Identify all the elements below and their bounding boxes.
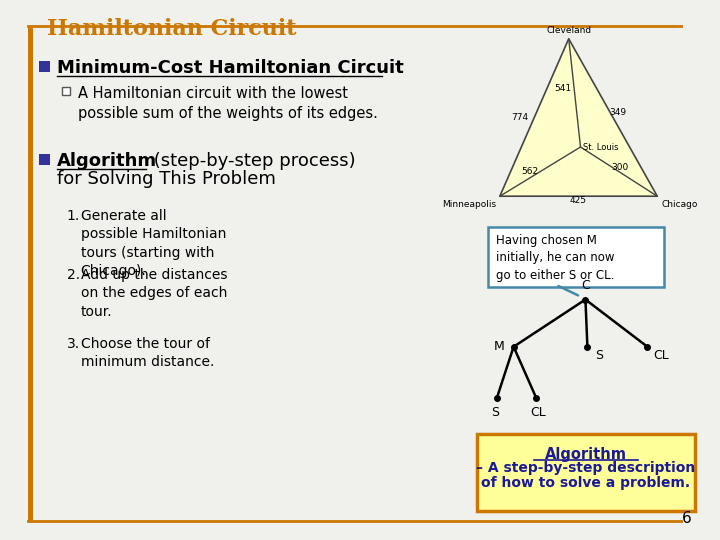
FancyBboxPatch shape xyxy=(40,154,50,165)
Text: 1.: 1. xyxy=(67,209,80,223)
Text: CL: CL xyxy=(653,349,669,362)
Polygon shape xyxy=(500,39,657,196)
Text: Generate all
possible Hamiltonian
tours (starting with
Chicago).: Generate all possible Hamiltonian tours … xyxy=(81,209,226,278)
Text: 300: 300 xyxy=(611,163,629,172)
Text: Chicago: Chicago xyxy=(661,200,698,209)
Text: A Hamiltonian circuit with the lowest
possible sum of the weights of its edges.: A Hamiltonian circuit with the lowest po… xyxy=(78,86,377,121)
Text: 562: 562 xyxy=(521,166,538,176)
Text: – A step-by-step description: – A step-by-step description xyxy=(476,461,695,475)
Text: CL: CL xyxy=(531,406,546,419)
Text: Hamiltonian Circuit: Hamiltonian Circuit xyxy=(48,18,297,40)
Text: M: M xyxy=(494,340,505,353)
Text: S: S xyxy=(595,349,603,362)
Text: Algorithm: Algorithm xyxy=(57,152,157,170)
Text: S: S xyxy=(491,406,499,419)
Text: 774: 774 xyxy=(511,113,528,123)
Text: 6: 6 xyxy=(682,511,692,526)
FancyBboxPatch shape xyxy=(27,26,33,521)
Text: C: C xyxy=(581,279,590,292)
FancyBboxPatch shape xyxy=(477,434,695,511)
Text: 541: 541 xyxy=(554,84,572,93)
Text: Cleveland: Cleveland xyxy=(546,26,591,35)
Text: 425: 425 xyxy=(570,196,587,205)
FancyBboxPatch shape xyxy=(0,4,708,536)
Text: Having chosen M
initially, he can now
go to either S or CL.: Having chosen M initially, he can now go… xyxy=(496,234,614,281)
FancyBboxPatch shape xyxy=(488,227,664,287)
Text: Minneapolis: Minneapolis xyxy=(442,200,496,209)
Text: of how to solve a problem.: of how to solve a problem. xyxy=(481,476,690,490)
FancyBboxPatch shape xyxy=(62,87,70,95)
Text: Choose the tour of
minimum distance.: Choose the tour of minimum distance. xyxy=(81,337,214,369)
Text: Algorithm: Algorithm xyxy=(544,447,626,462)
FancyBboxPatch shape xyxy=(40,62,50,72)
Text: for Solving This Problem: for Solving This Problem xyxy=(57,170,276,187)
Text: Minimum-Cost Hamiltonian Circuit: Minimum-Cost Hamiltonian Circuit xyxy=(57,59,404,77)
Text: (step-by-step process): (step-by-step process) xyxy=(148,152,355,170)
Text: 2.: 2. xyxy=(67,268,80,282)
Text: St. Louis: St. Louis xyxy=(583,143,619,152)
Text: Add up the distances
on the edges of each
tour.: Add up the distances on the edges of eac… xyxy=(81,268,228,319)
Text: 349: 349 xyxy=(609,107,626,117)
Text: 3.: 3. xyxy=(67,337,80,351)
